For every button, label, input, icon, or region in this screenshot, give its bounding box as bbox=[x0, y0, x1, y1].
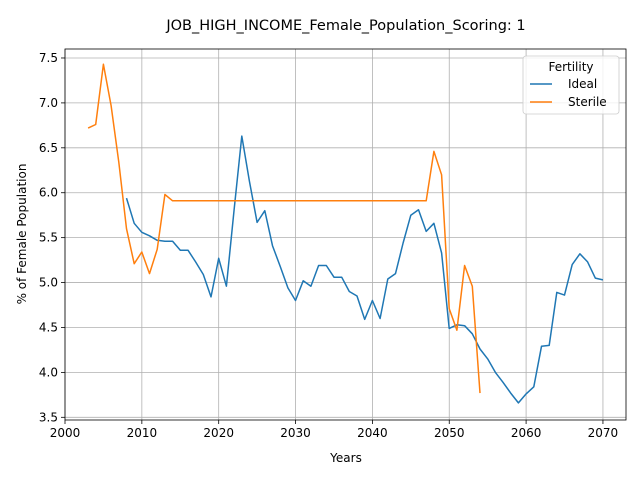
y-tick-label: 7.0 bbox=[39, 96, 58, 110]
x-axis-ticks: 2000 2010 2020 2030 2040 2050 2060 2070 bbox=[50, 420, 618, 440]
x-tick-label: 2030 bbox=[280, 426, 311, 440]
x-tick-label: 2050 bbox=[434, 426, 465, 440]
x-axis-label: Years bbox=[329, 451, 362, 465]
x-tick-label: 2040 bbox=[357, 426, 388, 440]
legend: Fertility Ideal Sterile bbox=[523, 56, 619, 114]
y-axis-label: % of Female Population bbox=[15, 164, 29, 305]
x-tick-label: 2060 bbox=[511, 426, 542, 440]
series-line-sterile bbox=[88, 64, 480, 393]
y-axis-ticks: 3.5 4.0 4.5 5.0 5.5 6.0 6.5 7.0 7.5 bbox=[39, 51, 65, 424]
y-tick-label: 7.5 bbox=[39, 51, 58, 65]
x-tick-label: 2070 bbox=[588, 426, 619, 440]
chart-title: JOB_HIGH_INCOME_Female_Population_Scorin… bbox=[165, 18, 525, 34]
x-tick-label: 2020 bbox=[203, 426, 234, 440]
y-tick-label: 6.0 bbox=[39, 186, 58, 200]
y-tick-label: 4.5 bbox=[39, 320, 58, 334]
series-lines bbox=[88, 64, 603, 403]
y-tick-label: 5.0 bbox=[39, 276, 58, 290]
legend-label-sterile: Sterile bbox=[568, 95, 607, 109]
y-tick-label: 6.5 bbox=[39, 141, 58, 155]
legend-label-ideal: Ideal bbox=[568, 77, 597, 91]
series-line-ideal bbox=[127, 136, 603, 403]
y-tick-label: 4.0 bbox=[39, 365, 58, 379]
legend-title: Fertility bbox=[548, 60, 593, 74]
y-tick-label: 3.5 bbox=[39, 410, 58, 424]
x-tick-label: 2000 bbox=[50, 426, 81, 440]
x-tick-label: 2010 bbox=[127, 426, 158, 440]
y-tick-label: 5.5 bbox=[39, 231, 58, 245]
